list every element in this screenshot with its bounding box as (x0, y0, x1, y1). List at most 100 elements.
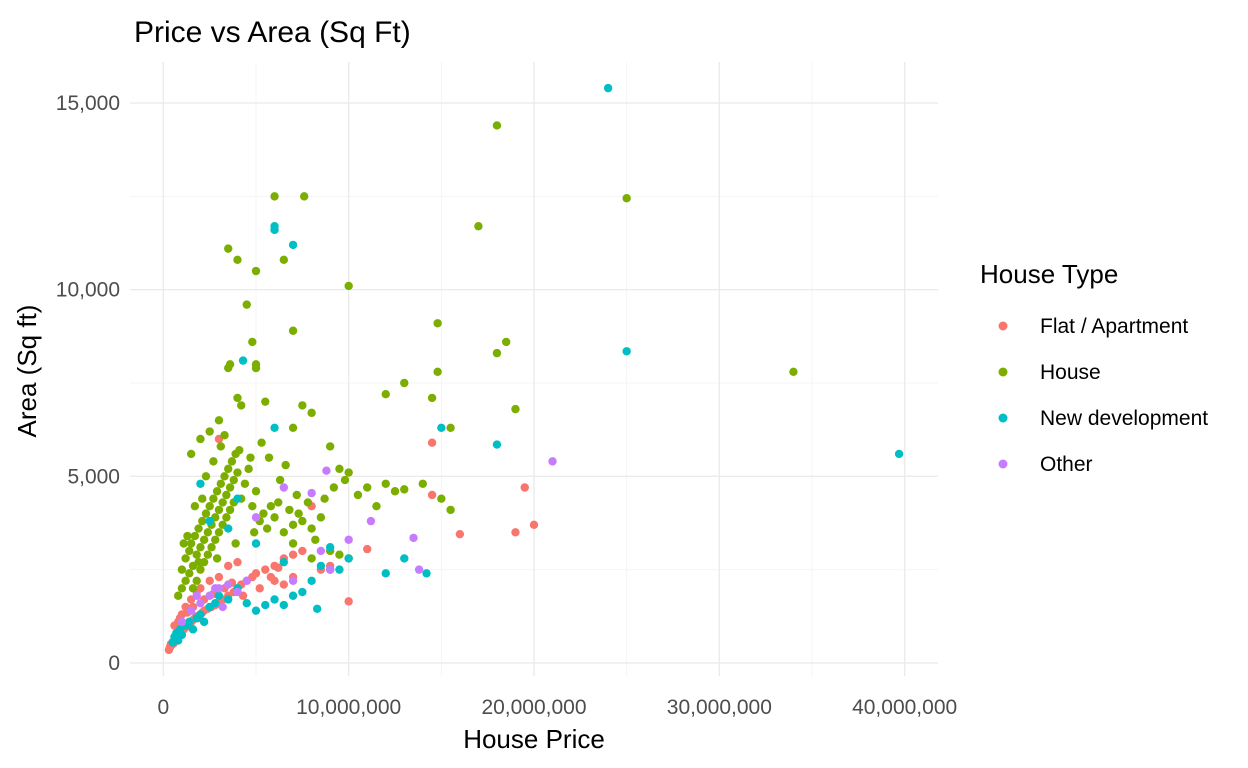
data-point (789, 367, 798, 376)
data-point (196, 584, 205, 593)
data-point (196, 565, 205, 574)
data-point (192, 591, 201, 600)
data-point (188, 625, 198, 634)
data-point (427, 393, 437, 403)
data-point (190, 531, 200, 541)
data-point (233, 468, 242, 477)
data-point (203, 528, 213, 537)
data-point (437, 423, 446, 432)
data-point (211, 535, 220, 544)
data-point (173, 591, 183, 600)
data-point (270, 513, 279, 522)
data-point (209, 457, 218, 466)
data-point (298, 401, 307, 410)
data-point (177, 617, 187, 627)
data-point (446, 505, 455, 515)
data-point (262, 524, 272, 533)
data-point (520, 483, 529, 492)
data-point (249, 528, 259, 537)
data-point (414, 565, 424, 574)
legend-marker (998, 367, 1008, 377)
data-point (186, 539, 196, 548)
data-point (288, 539, 298, 548)
data-point (238, 356, 248, 365)
data-point (199, 535, 209, 544)
data-point (288, 576, 298, 586)
data-point (307, 488, 316, 498)
legend-items: Flat / Apartment House New development Othe… (998, 315, 1208, 476)
data-point (190, 501, 200, 511)
data-point (196, 434, 205, 444)
data-point (188, 584, 198, 593)
data-point (266, 501, 276, 511)
data-point (344, 597, 353, 606)
data-point (205, 516, 214, 526)
data-point (257, 438, 266, 447)
data-point (312, 604, 322, 614)
data-point (181, 554, 190, 563)
y-axis-title: Area (Sq ft) (12, 305, 42, 438)
data-point (261, 600, 270, 610)
data-point (222, 513, 231, 522)
data-point (307, 408, 316, 418)
data-point (227, 457, 237, 466)
data-point (218, 602, 227, 612)
data-point (363, 544, 372, 554)
data-point (205, 427, 214, 436)
data-point (288, 550, 298, 559)
data-point (622, 194, 631, 203)
data-point (492, 440, 502, 449)
data-point (529, 520, 539, 530)
data-point (231, 539, 240, 548)
data-point (298, 516, 307, 526)
data-point (185, 569, 194, 578)
data-point (307, 576, 316, 586)
data-point (233, 587, 242, 597)
data-point (216, 442, 226, 451)
data-point (288, 520, 298, 530)
data-point (251, 513, 261, 522)
data-point (212, 554, 222, 563)
data-point (492, 348, 502, 358)
data-point (603, 83, 613, 93)
data-point (325, 543, 335, 552)
data-point (224, 244, 233, 253)
x-axis-ticks: 0 10,000,000 20,000,000 30,000,000 40,000,00… (158, 696, 958, 719)
data-point (196, 610, 205, 619)
data-point (198, 516, 207, 526)
data-point (274, 563, 283, 572)
data-point (242, 599, 251, 608)
data-point (201, 509, 211, 518)
data-point (511, 528, 520, 537)
data-point (316, 513, 326, 522)
data-point (288, 423, 298, 432)
data-point (225, 505, 235, 515)
data-point (251, 606, 261, 615)
data-point (211, 599, 220, 608)
legend-label: Other (1040, 453, 1093, 476)
data-point (224, 561, 233, 571)
data-point (229, 475, 238, 485)
data-point (294, 509, 303, 518)
data-point (251, 360, 261, 369)
data-point (207, 543, 216, 552)
data-point (335, 550, 344, 559)
data-point (246, 453, 255, 462)
data-point (264, 453, 274, 462)
legend-label: House (1040, 361, 1101, 384)
data-point (390, 487, 400, 496)
data-point (225, 360, 235, 369)
data-point (366, 516, 376, 526)
data-point (409, 533, 418, 543)
data-point (255, 584, 264, 593)
data-point (214, 416, 224, 425)
data-point (214, 591, 224, 600)
data-point (281, 460, 290, 470)
legend: House Type Flat / Apartment House New deve… (980, 259, 1208, 476)
data-point (279, 483, 289, 492)
data-point (251, 487, 261, 496)
data-point (427, 490, 437, 500)
data-point (303, 498, 313, 507)
data-point (224, 524, 233, 533)
data-point (233, 557, 242, 567)
